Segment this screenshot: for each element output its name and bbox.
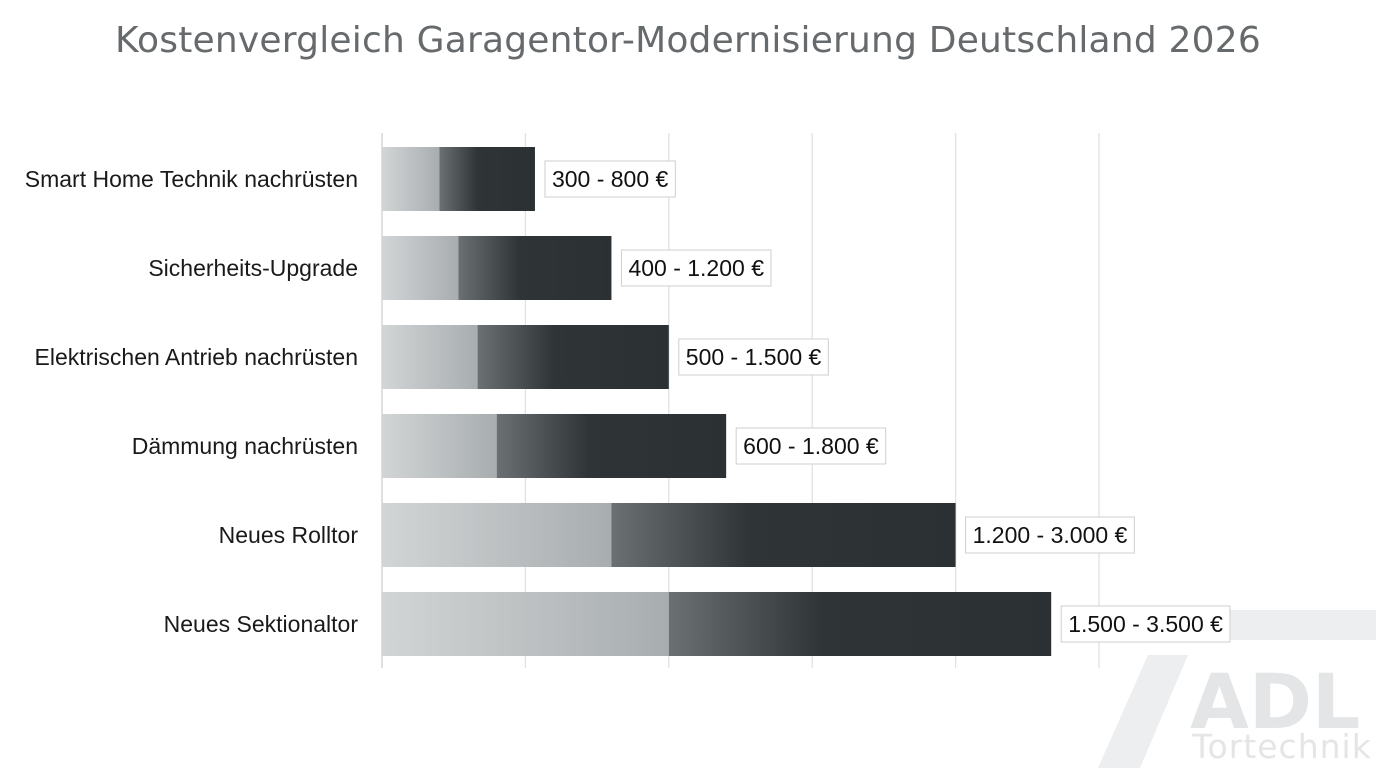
bar-min-segment [382, 592, 669, 656]
category-label: Dämmung nachrüsten [132, 433, 358, 459]
grid-lines [381, 133, 1100, 668]
bar-max-segment [611, 503, 956, 567]
bar-max-segment [477, 325, 669, 389]
bar-max-segment [668, 592, 1052, 656]
bar-max-segment [439, 147, 535, 211]
data-label: 300 - 800 € [552, 166, 669, 192]
bar-max-segment [458, 236, 612, 300]
category-label: Elektrischen Antrieb nachrüsten [35, 344, 358, 370]
chart-title: Kostenvergleich Garagentor-Modernisierun… [115, 20, 1261, 61]
watermark-stripe [1098, 655, 1188, 768]
bar-min-segment [382, 236, 459, 300]
watermark-sub-text: Tortechnik [1191, 727, 1372, 766]
data-label: 1.200 - 3.000 € [973, 522, 1128, 548]
category-label: Neues Rolltor [219, 522, 359, 548]
watermark: ADL Tortechnik [1098, 610, 1376, 768]
bars [382, 147, 1052, 656]
bar-max-segment [496, 414, 727, 478]
bar-min-segment [382, 325, 478, 389]
watermark-logo-text: ADL [1190, 657, 1360, 746]
data-label-box [965, 516, 1135, 554]
data-label: 500 - 1.500 € [686, 344, 822, 370]
data-label: 1.500 - 3.500 € [1068, 611, 1223, 637]
data-label: 600 - 1.800 € [743, 433, 879, 459]
labels: Smart Home Technik nachrüsten 300 - 800 €… [25, 160, 1231, 643]
data-label-box [620, 249, 772, 287]
watermark-stripe [1215, 610, 1376, 640]
category-label: Neues Sektionaltor [164, 611, 359, 637]
bar-min-segment [382, 503, 612, 567]
data-label-box [678, 338, 829, 376]
bar-min-segment [382, 414, 497, 478]
data-label-box [544, 160, 676, 198]
data-label-box [735, 427, 887, 465]
bar-min-segment [382, 147, 440, 211]
category-label: Sicherheits-Upgrade [148, 255, 358, 281]
data-label: 400 - 1.200 € [628, 255, 764, 281]
category-label: Smart Home Technik nachrüsten [25, 166, 358, 192]
data-label-box [1060, 605, 1231, 643]
